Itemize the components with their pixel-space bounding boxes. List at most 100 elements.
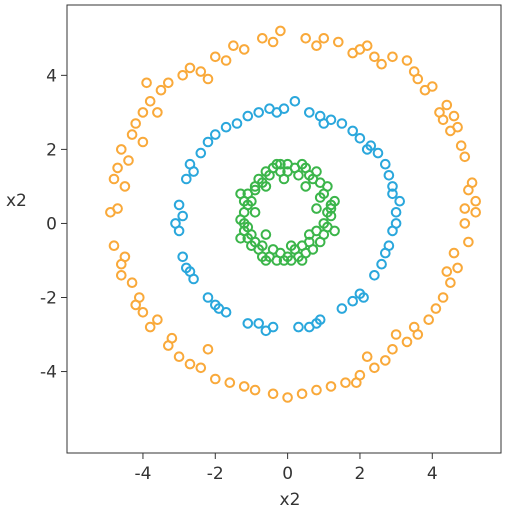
points-layer [105, 25, 482, 403]
x-axis-label: x2 [280, 490, 301, 510]
data-point [390, 218, 402, 229]
data-point [380, 355, 391, 366]
data-point [184, 62, 196, 74]
data-point [184, 358, 196, 370]
data-point [116, 270, 127, 281]
data-point [123, 155, 134, 166]
data-point [220, 55, 232, 66]
data-point [116, 144, 127, 155]
data-point [235, 233, 246, 244]
data-point [329, 225, 340, 237]
data-point [387, 188, 398, 200]
data-point [202, 292, 214, 303]
data-point [307, 173, 319, 185]
data-point [170, 218, 181, 229]
data-point [311, 203, 322, 214]
data-point [441, 266, 453, 277]
data-point [441, 99, 453, 111]
data-point [224, 377, 236, 389]
data-point [296, 255, 308, 266]
data-point [152, 314, 163, 326]
data-point [152, 107, 163, 118]
data-point [267, 36, 279, 48]
data-point [445, 277, 456, 289]
data-point [220, 121, 232, 133]
data-point [231, 118, 243, 129]
data-point [246, 195, 257, 207]
data-point [202, 344, 214, 355]
data-point [394, 195, 406, 207]
data-point [177, 210, 188, 222]
data-point [137, 107, 149, 118]
data-point [184, 266, 196, 277]
data-point [238, 381, 250, 392]
data-point [260, 181, 272, 192]
data-point [108, 173, 120, 185]
data-point [369, 51, 380, 63]
data-point [137, 307, 149, 318]
data-point [358, 292, 369, 303]
data-point [361, 351, 373, 363]
data-point [260, 325, 272, 337]
y-tick-label: 4 [46, 66, 57, 86]
data-point [311, 384, 322, 396]
data-point [202, 73, 214, 85]
data-point [275, 166, 286, 177]
data-point [304, 107, 315, 118]
data-point [242, 110, 254, 122]
data-point [300, 162, 312, 174]
data-point [210, 129, 221, 140]
x-tick-label: -2 [207, 464, 224, 484]
data-point [470, 207, 482, 218]
data-point [181, 173, 192, 185]
data-point [228, 40, 239, 52]
data-point [264, 170, 275, 181]
data-point [347, 295, 359, 307]
data-point [260, 255, 272, 266]
data-point [380, 158, 391, 170]
data-point [249, 236, 261, 248]
data-point [293, 170, 304, 181]
data-point [463, 184, 474, 196]
data-point [249, 207, 261, 218]
data-point [195, 66, 207, 77]
data-point [173, 199, 185, 211]
data-point [351, 377, 362, 389]
data-point [257, 33, 268, 44]
data-point [144, 321, 156, 333]
data-point [401, 336, 413, 348]
y-tick-label: -2 [40, 288, 57, 308]
data-point [112, 203, 123, 214]
data-point [390, 329, 402, 340]
data-point [173, 351, 185, 363]
data-point [112, 162, 123, 174]
data-point [282, 251, 293, 263]
data-point [412, 73, 424, 85]
data-point [459, 218, 471, 229]
data-point [235, 214, 246, 225]
plot-frame [66, 4, 502, 454]
data-point [213, 303, 225, 314]
x-tick-label: -4 [134, 464, 151, 484]
data-point [390, 207, 402, 218]
data-point [445, 125, 456, 137]
data-point [249, 184, 261, 196]
data-point [408, 321, 420, 333]
data-point [177, 70, 188, 81]
data-point [333, 36, 344, 48]
data-point [347, 125, 359, 137]
x-tick-label: 2 [355, 464, 366, 484]
data-point [423, 314, 435, 326]
data-point [177, 251, 188, 263]
data-point [387, 181, 398, 192]
data-point [304, 229, 315, 240]
data-point [354, 133, 366, 144]
data-point [336, 303, 348, 314]
data-point [253, 318, 265, 329]
data-point [437, 292, 449, 303]
data-point [188, 166, 199, 177]
x-axis: -4 -2 0 2 4 [134, 453, 438, 484]
data-point [463, 236, 474, 248]
data-point [271, 107, 283, 118]
